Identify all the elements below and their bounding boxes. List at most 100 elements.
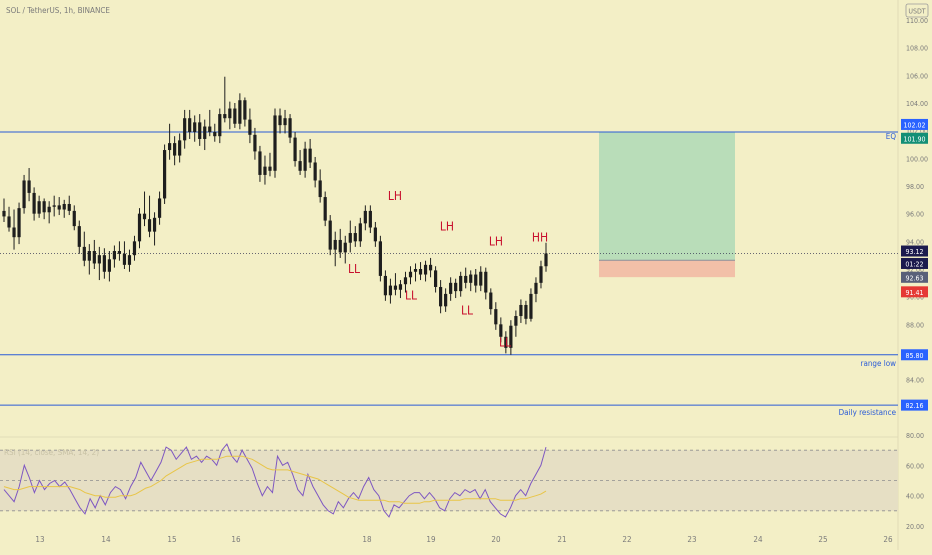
candle-body: [193, 122, 197, 133]
candle: [7, 206, 11, 232]
candle-body: [504, 336, 508, 348]
candle-body: [62, 203, 66, 210]
candle: [253, 127, 257, 160]
price-tick-label: 84.00: [906, 377, 924, 385]
candle-body: [373, 227, 377, 242]
candle-body: [494, 309, 498, 325]
candle: [529, 288, 533, 322]
price-tick-label: 98.00: [906, 183, 924, 191]
candle: [87, 244, 91, 275]
price-tick-label: 80.00: [906, 432, 924, 440]
candle-body: [454, 282, 458, 292]
candle-body: [97, 255, 101, 264]
rsi-title[interactable]: RSI (14, close, SMA, 14, 2): [4, 448, 99, 457]
candle-body: [82, 246, 86, 261]
rsi-ma-line: [3, 455, 547, 504]
candle-body: [464, 275, 468, 283]
currency-badge[interactable]: USDT: [905, 3, 929, 18]
currency-badge-frame: [905, 3, 929, 18]
axis-badge-bg: [901, 132, 928, 144]
candle-body: [338, 239, 342, 253]
candle: [248, 108, 252, 144]
candle: [413, 263, 418, 282]
candle: [368, 205, 372, 234]
candle-body: [534, 282, 538, 294]
symbol-title[interactable]: SOL / TetherUS, 1h, BINANCE: [6, 6, 110, 15]
price-tick-label: 104.00: [906, 100, 928, 108]
candle: [2, 198, 6, 222]
candle: [333, 231, 337, 267]
candle: [353, 226, 357, 247]
candle-body: [529, 293, 533, 319]
candle-body: [178, 140, 182, 156]
candle-body: [408, 271, 413, 278]
candle: [147, 195, 152, 238]
candle-body: [32, 192, 36, 214]
axis-badge-text: 101.90: [903, 135, 925, 143]
candle-body: [117, 251, 122, 254]
horizontal-levels: EQ range low Daily resistance: [0, 131, 898, 417]
candle-body: [353, 233, 357, 242]
time-tick-label: 16: [231, 535, 241, 544]
candle: [47, 201, 51, 224]
candle: [62, 199, 66, 218]
candle: [459, 271, 463, 297]
position-loss-zone: [599, 260, 735, 278]
candle-body: [233, 108, 237, 124]
daily-resistance-line-label: Daily resistance: [839, 408, 897, 417]
candle-body: [509, 325, 513, 348]
candle-body: [37, 201, 41, 214]
swing-label-ll: LL: [461, 304, 473, 318]
candle-body: [132, 241, 137, 256]
candle: [408, 266, 413, 285]
candle: [208, 109, 212, 137]
candle-body: [298, 161, 302, 171]
candle: [308, 138, 312, 169]
axis-badge: 01:22: [901, 257, 928, 269]
time-tick-label: 13: [35, 535, 44, 544]
candle: [243, 97, 247, 127]
candle-body: [127, 255, 132, 265]
time-tick-label: 15: [167, 535, 176, 544]
candle-body: [188, 118, 192, 133]
price-tick-label: 88.00: [906, 321, 924, 329]
swing-labels: LH LL LL LH LL LH HH LL: [348, 189, 548, 350]
candle-body: [198, 122, 202, 139]
candle: [188, 109, 192, 139]
candle: [223, 76, 227, 123]
swing-label-lh: LH: [388, 189, 402, 203]
axis-badge-text: 82.16: [905, 402, 923, 410]
candle-body: [328, 220, 332, 250]
candle: [423, 260, 428, 282]
candle: [42, 198, 46, 220]
candle: [112, 245, 117, 268]
candle-body: [208, 126, 212, 133]
candle-body: [273, 115, 277, 171]
candle: [469, 270, 473, 292]
candle: [122, 241, 127, 269]
candle: [92, 239, 96, 269]
candle-body: [283, 118, 287, 126]
candle-body: [293, 137, 297, 162]
candle: [288, 114, 292, 144]
candle: [82, 231, 86, 267]
swing-label-lh: LH: [489, 234, 503, 248]
candle: [183, 109, 187, 149]
candle: [132, 235, 137, 261]
candle: [22, 174, 26, 214]
candle-body: [469, 274, 473, 283]
axis-badge-bg: [901, 118, 928, 130]
candle-body: [152, 217, 157, 232]
candle-body: [363, 210, 367, 224]
candle: [479, 266, 483, 292]
candle: [258, 145, 262, 182]
candle: [107, 251, 111, 282]
candle: [363, 205, 367, 231]
candle: [439, 280, 443, 314]
candle: [464, 267, 468, 289]
candle-body: [147, 219, 152, 232]
axis-badge-bg: [901, 271, 928, 283]
candle: [283, 109, 287, 134]
